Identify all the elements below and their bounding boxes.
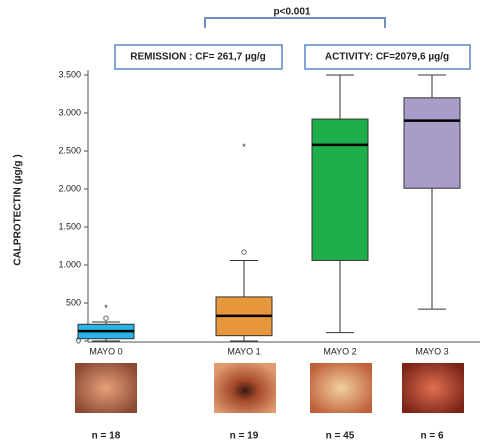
bracket: [205, 18, 385, 28]
y-tick-label: 3.000: [58, 107, 81, 117]
y-tick-label: 3.500: [58, 69, 81, 79]
y-tick-label: 2.500: [58, 145, 81, 155]
outlier: [104, 316, 108, 320]
outlier: [242, 250, 246, 254]
endoscopy-image: [75, 363, 137, 413]
chart: p<0.001 REMISSION : CF= 261,7 µg/g ACTIV…: [0, 0, 500, 445]
n-label: n = 45: [326, 431, 355, 442]
box: [312, 119, 368, 260]
endoscopy-image: [402, 363, 464, 413]
extreme: *: [242, 142, 246, 152]
activity-label: ACTIVITY: CF=2079,6 µg/g: [325, 52, 449, 63]
extreme: *: [104, 303, 108, 313]
endoscopy-image: [310, 363, 372, 413]
x-tick-label: MAYO 2: [323, 346, 356, 356]
endoscopy-image: [214, 363, 276, 413]
n-label: n = 19: [230, 431, 259, 442]
y-tick-label: 500: [66, 297, 81, 307]
y-tick-label: 2.000: [58, 183, 81, 193]
x-tick-label: MAYO 3: [415, 346, 448, 356]
x-tick-label: MAYO 1: [227, 346, 260, 356]
y-tick-label: 1.000: [58, 259, 81, 269]
p-value: p<0.001: [274, 7, 311, 18]
y-axis-label: CALPROTECTIN (µg/g ): [13, 154, 24, 265]
box: [404, 98, 460, 188]
y-tick-label: 1.500: [58, 221, 81, 231]
n-label: n = 6: [420, 431, 444, 442]
n-label: n = 18: [92, 431, 121, 442]
remission-label: REMISSION : CF= 261,7 µg/g: [130, 52, 266, 63]
x-tick-label: MAYO 0: [89, 346, 122, 356]
